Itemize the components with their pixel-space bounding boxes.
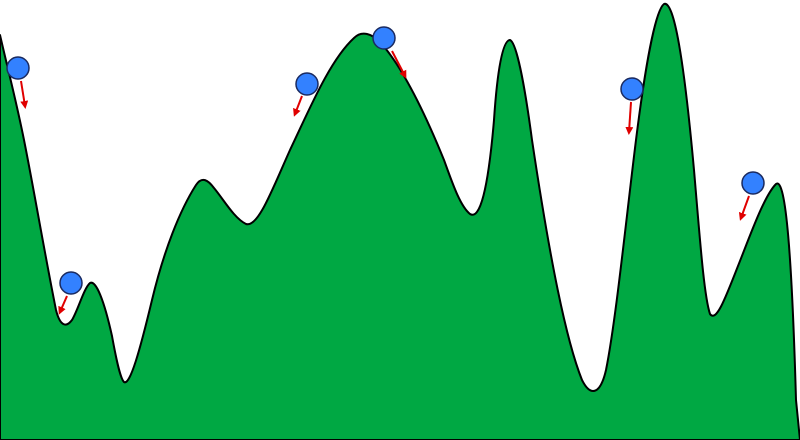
ball-1 bbox=[6, 56, 30, 80]
ball-3 bbox=[295, 72, 319, 96]
ball-5 bbox=[620, 77, 644, 101]
gradient-arrow-1 bbox=[20, 80, 29, 109]
gradient-arrow-6 bbox=[738, 195, 750, 221]
ball-4 bbox=[372, 26, 396, 50]
gradient-arrow-4 bbox=[391, 50, 407, 79]
ball-6 bbox=[741, 171, 765, 195]
gradient-arrow-2 bbox=[58, 295, 68, 315]
gradient-arrow-5 bbox=[625, 101, 634, 135]
gradient-arrow-3 bbox=[293, 95, 303, 117]
ball-2 bbox=[59, 271, 83, 295]
